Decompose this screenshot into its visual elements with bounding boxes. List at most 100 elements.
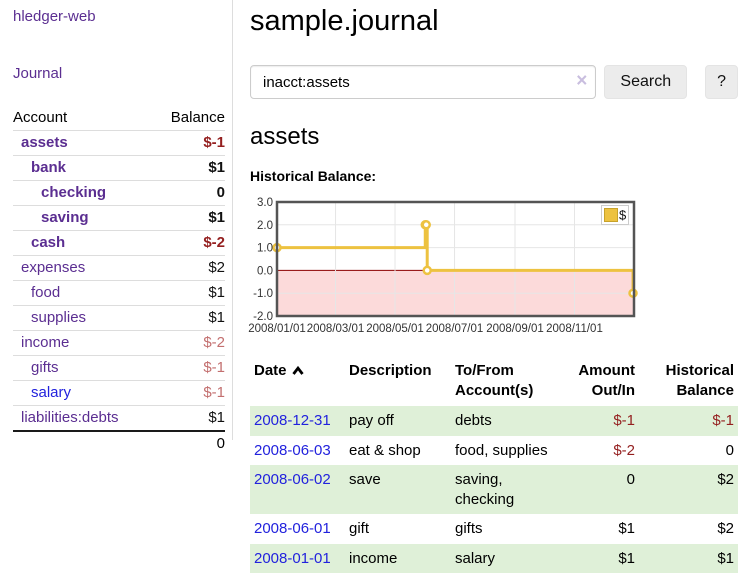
account-name-cell: liabilities:debts <box>13 405 154 432</box>
account-link-assets[interactable]: assets <box>21 134 68 151</box>
accounts-header-account: Account <box>13 106 154 131</box>
txn-date-cell: 2008-12-31 <box>250 406 345 436</box>
account-link-saving[interactable]: saving <box>41 209 89 226</box>
clear-search-icon[interactable]: × <box>576 70 588 92</box>
account-row: gifts $-1 <box>13 355 225 381</box>
accounts-header-balance: Balance <box>153 106 225 131</box>
account-balance: $2 <box>153 255 225 281</box>
txn-date-cell: 2008-06-01 <box>250 514 345 544</box>
account-row: saving $1 <box>13 205 225 231</box>
txn-date-link[interactable]: 2008-06-02 <box>254 471 331 489</box>
account-balance: $-2 <box>153 230 225 256</box>
account-name-cell: assets <box>13 130 154 156</box>
account-row: assets $-1 <box>13 130 225 156</box>
account-name-cell: food <box>13 280 154 306</box>
col-date[interactable]: Date <box>250 357 345 406</box>
sidebar: hledger-web Journal Account Balance asse… <box>0 0 233 456</box>
txn-amount: $1 <box>618 520 635 538</box>
account-link-bank[interactable]: bank <box>31 159 67 176</box>
data-point-marker <box>421 220 431 230</box>
register-row: 2008-01-01 income salary $1 $1 <box>250 543 738 574</box>
account-row: checking 0 <box>13 180 225 206</box>
account-link-food[interactable]: food <box>31 284 61 301</box>
register-table: Date Description To/From Account(s) Amou… <box>250 357 738 574</box>
help-button[interactable]: ? <box>705 65 738 100</box>
accounts-total-spacer <box>13 430 154 456</box>
account-balance: $1 <box>153 305 225 331</box>
accounts-header-row: Account Balance <box>13 106 225 131</box>
txn-accounts: gifts <box>455 520 483 538</box>
account-link-supplies[interactable]: supplies <box>31 309 87 326</box>
app-title-link[interactable]: hledger-web <box>13 8 96 25</box>
account-row: liabilities:debts $1 <box>13 405 225 432</box>
txn-date-link[interactable]: 2008-12-31 <box>254 412 331 430</box>
txn-accounts: food, supplies <box>455 441 548 459</box>
account-balance: $1 <box>153 280 225 306</box>
account-link-salary[interactable]: salary <box>31 384 72 401</box>
col-amount: Amount Out/In <box>578 362 635 399</box>
account-link-liabilities-debts[interactable]: liabilities:debts <box>21 409 119 426</box>
txn-description: gift <box>349 520 370 538</box>
account-name-cell: gifts <box>13 355 154 381</box>
x-tick-label: 2008/03/01 <box>307 323 365 335</box>
accounts-table: Account Balance assets $-1 bank $1 checking 0… <box>13 106 225 456</box>
y-tick-label: 0.0 <box>257 266 273 278</box>
register-header-row: Date Description To/From Account(s) Amou… <box>250 357 738 406</box>
account-link-checking[interactable]: checking <box>41 184 107 201</box>
account-link-expenses[interactable]: expenses <box>21 259 86 276</box>
account-balance: $-2 <box>153 330 225 356</box>
txn-description: save <box>349 471 381 489</box>
search-input[interactable] <box>250 65 597 100</box>
txn-balance: $2 <box>717 471 734 489</box>
account-link-cash[interactable]: cash <box>31 234 66 251</box>
register-row: 2008-06-03 eat & shop food, supplies $-2 0 <box>250 436 738 466</box>
txn-description: eat & shop <box>349 441 421 459</box>
register-row: 2008-12-31 pay off debts $-1 $-1 <box>250 406 738 436</box>
txn-date-link[interactable]: 2008-01-01 <box>254 549 331 567</box>
account-balance: $1 <box>153 155 225 181</box>
main-content: sample.journal × Search ? assets Histori… <box>246 0 742 574</box>
txn-accounts: saving, checking <box>455 471 515 508</box>
x-tick-label: 2008/09/01 <box>486 323 544 335</box>
txn-amount: $-1 <box>613 412 635 430</box>
col-accounts: To/From Account(s) <box>455 362 534 399</box>
account-name-cell: saving <box>13 205 154 231</box>
txn-balance: $2 <box>717 520 734 538</box>
account-link-gifts[interactable]: gifts <box>31 359 59 376</box>
search-box: × <box>250 65 597 100</box>
legend-label: $ <box>619 208 627 223</box>
txn-amount: 0 <box>626 471 635 489</box>
account-row: expenses $2 <box>13 255 225 281</box>
y-tick-label: 1.0 <box>257 243 273 255</box>
page-title: sample.journal <box>250 5 439 37</box>
txn-balance: 0 <box>725 441 734 459</box>
sidebar-item-journal[interactable]: Journal <box>13 65 63 82</box>
y-tick-label: 2.0 <box>257 220 273 232</box>
search-button[interactable]: Search <box>604 65 688 100</box>
txn-date-link[interactable]: 2008-06-03 <box>254 441 331 459</box>
account-name-cell: expenses <box>13 255 154 281</box>
account-title: assets <box>250 123 320 151</box>
txn-date-link[interactable]: 2008-06-01 <box>254 520 331 538</box>
account-row: food $1 <box>13 280 225 306</box>
legend-swatch <box>604 208 618 223</box>
txn-balance: $1 <box>717 549 734 567</box>
account-balance: 0 <box>153 180 225 206</box>
accounts-total-row: 0 <box>13 430 225 456</box>
account-row: bank $1 <box>13 155 225 181</box>
col-date-label: Date <box>254 362 287 380</box>
txn-description: income <box>349 549 398 567</box>
txn-amount: $-2 <box>613 441 635 459</box>
historical-balance-chart: $3.0 2.0 1.0 0.0 -1.0 -2.0 2008/01/01 2008/03/0… <box>248 196 738 339</box>
account-balance: $-1 <box>153 355 225 381</box>
account-balance: $1 <box>153 405 225 432</box>
account-name-cell: supplies <box>13 305 154 331</box>
account-link-income[interactable]: income <box>21 334 70 351</box>
txn-balance: $-1 <box>712 412 734 430</box>
search-form: × Search ? <box>250 65 738 100</box>
register-row: 2008-06-02 save saving, checking 0 $2 <box>250 465 738 515</box>
txn-accounts: debts <box>455 412 492 430</box>
x-tick-label: 2008/07/01 <box>426 323 484 335</box>
account-name-cell: bank <box>13 155 154 181</box>
